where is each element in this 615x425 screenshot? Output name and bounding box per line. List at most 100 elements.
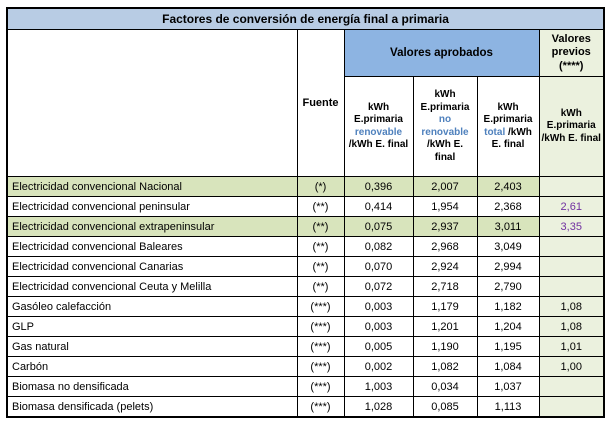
row-label: Gasóleo calefacción <box>6 296 298 317</box>
table-row: Carbón (***) 0,002 1,082 1,084 1,00 <box>6 356 605 377</box>
fuente-cell: (***) <box>296 316 345 337</box>
row-label: Electricidad convencional Nacional <box>6 176 298 197</box>
renewable-value: 1,028 <box>343 396 414 418</box>
row-label: Gas natural <box>6 336 298 357</box>
total-value: 1,037 <box>476 376 540 397</box>
previous-value <box>538 276 605 297</box>
renewable-header-suffix: /kWh E. final <box>348 139 409 150</box>
previous-value <box>538 176 605 197</box>
table-row: Electricidad convencional extrapeninsula… <box>6 216 605 237</box>
row-label: GLP <box>6 316 298 337</box>
table-row: Electricidad convencional Nacional (*) 0… <box>6 176 605 197</box>
total-value: 3,011 <box>476 216 540 237</box>
non-renewable-header-accent: no renovable <box>421 114 469 138</box>
fuente-cell: (**) <box>296 196 345 217</box>
fuente-cell: (**) <box>296 216 345 237</box>
renewable-value: 0,002 <box>343 356 414 377</box>
previous-value: 1,08 <box>538 296 605 317</box>
non-renewable-header-prefix: kWh E.primaria <box>420 89 470 113</box>
title-row: Factores de conversión de energía final … <box>6 7 605 30</box>
previous-value <box>538 256 605 277</box>
row-label: Biomasa no densificada <box>6 376 298 397</box>
previous-value: 3,35 <box>538 216 605 237</box>
table-title: Factores de conversión de energía final … <box>6 7 605 30</box>
renewable-value: 0,396 <box>343 176 414 197</box>
total-value: 2,403 <box>476 176 540 197</box>
non-renewable-value: 2,007 <box>412 176 478 197</box>
previous-value <box>538 396 605 418</box>
renewable-value: 0,003 <box>343 316 414 337</box>
total-value: 3,049 <box>476 236 540 257</box>
renewable-value: 0,072 <box>343 276 414 297</box>
fuente-cell: (**) <box>296 256 345 277</box>
non-renewable-value: 2,968 <box>412 236 478 257</box>
conversion-factors-table: Factores de conversión de energía final … <box>6 7 605 418</box>
header-group-row: Fuente Valores aprobados Valores previos… <box>6 29 605 177</box>
non-renewable-value: 0,034 <box>412 376 478 397</box>
total-value: 1,084 <box>476 356 540 377</box>
row-label: Electricidad convencional extrapeninsula… <box>6 216 298 237</box>
total-value: 1,182 <box>476 296 540 317</box>
renewable-value: 0,005 <box>343 336 414 357</box>
fuente-cell: (***) <box>296 356 345 377</box>
row-label: Carbón <box>6 356 298 377</box>
renewable-header-accent: renovable <box>354 126 403 138</box>
fuente-cell: (***) <box>296 396 345 418</box>
total-value: 1,195 <box>476 336 540 357</box>
row-label: Electricidad convencional Ceuta y Melill… <box>6 276 298 297</box>
renewable-header-prefix: kWh E.primaria <box>354 101 403 126</box>
renewable-value: 0,082 <box>343 236 414 257</box>
non-renewable-value: 1,082 <box>412 356 478 377</box>
total-value: 2,994 <box>476 256 540 277</box>
table-row: Biomasa densificada (pelets) (***) 1,028… <box>6 396 605 418</box>
renewable-value: 0,075 <box>343 216 414 237</box>
row-label: Electricidad convencional Canarias <box>6 256 298 277</box>
fuente-cell: (***) <box>296 336 345 357</box>
total-column-header: kWh E.primaria total /kWh E. final <box>476 76 540 177</box>
previous-values-group-header: Valores previos (****) <box>538 29 605 77</box>
total-header-suffix: /kWh E. final <box>491 126 532 151</box>
fuente-cell: (**) <box>296 276 345 297</box>
previous-value: 2,61 <box>538 196 605 217</box>
non-renewable-header-suffix: /kWh E. final <box>426 139 464 163</box>
fuente-cell: (**) <box>296 236 345 257</box>
previous-value: 1,00 <box>538 356 605 377</box>
non-renewable-value: 2,718 <box>412 276 478 297</box>
approved-values-group-header: Valores aprobados <box>343 29 540 77</box>
row-label: Electricidad convencional peninsular <box>6 196 298 217</box>
previous-column-header: kWh E.primaria /kWh E. final <box>538 76 605 177</box>
total-value: 2,790 <box>476 276 540 297</box>
table-row: Electricidad convencional Ceuta y Melill… <box>6 276 605 297</box>
total-header-accent: total <box>484 126 506 138</box>
fuente-cell: (***) <box>296 376 345 397</box>
non-renewable-value: 1,201 <box>412 316 478 337</box>
renewable-value: 0,070 <box>343 256 414 277</box>
previous-value: 1,01 <box>538 336 605 357</box>
table-row: Gasóleo calefacción (***) 0,003 1,179 1,… <box>6 296 605 317</box>
total-value: 1,113 <box>476 396 540 418</box>
row-label: Electricidad convencional Baleares <box>6 236 298 257</box>
row-label: Biomasa densificada (pelets) <box>6 396 298 418</box>
renewable-value: 0,003 <box>343 296 414 317</box>
previous-value <box>538 236 605 257</box>
table-row: Electricidad convencional Baleares (**) … <box>6 236 605 257</box>
renewable-column-header: kWh E.primaria renovable /kWh E. final <box>343 76 414 177</box>
renewable-value: 1,003 <box>343 376 414 397</box>
renewable-value: 0,414 <box>343 196 414 217</box>
non-renewable-value: 2,924 <box>412 256 478 277</box>
label-column-header <box>6 29 298 177</box>
previous-value: 1,08 <box>538 316 605 337</box>
non-renewable-column-header: kWh E.primaria no renovable /kWh E. fina… <box>412 76 478 177</box>
conversion-factors-table-wrapper: Factores de conversión de energía final … <box>6 7 605 418</box>
total-value: 1,204 <box>476 316 540 337</box>
total-value: 2,368 <box>476 196 540 217</box>
total-header-prefix: kWh E.primaria <box>483 101 533 126</box>
table-row: GLP (***) 0,003 1,201 1,204 1,08 <box>6 316 605 337</box>
fuente-column-header: Fuente <box>296 29 345 177</box>
non-renewable-value: 1,190 <box>412 336 478 357</box>
table-row: Electricidad convencional Canarias (**) … <box>6 256 605 277</box>
fuente-cell: (***) <box>296 296 345 317</box>
table-row: Biomasa no densificada (***) 1,003 0,034… <box>6 376 605 397</box>
non-renewable-value: 1,179 <box>412 296 478 317</box>
non-renewable-value: 1,954 <box>412 196 478 217</box>
